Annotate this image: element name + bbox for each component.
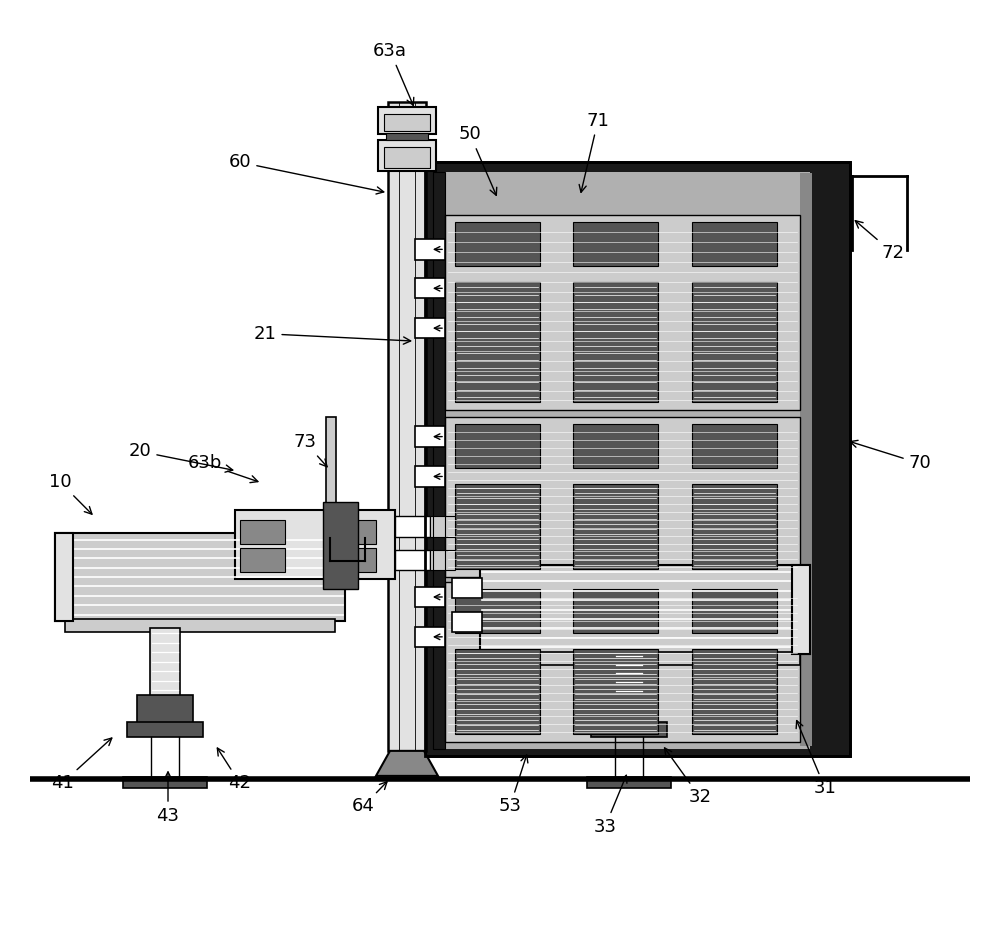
Bar [433,172,823,749]
Bar [433,172,445,749]
Bar [692,282,777,402]
Bar [455,484,540,569]
Bar [445,215,800,410]
Bar [810,172,832,749]
Bar [792,565,810,654]
Text: 53: 53 [498,755,528,816]
Bar [240,548,285,572]
Bar [430,550,455,570]
Text: 73: 73 [294,433,327,467]
Text: 60: 60 [229,153,384,194]
Bar [573,484,658,569]
Bar [452,612,482,632]
Bar [573,282,658,402]
Text: 72: 72 [855,221,904,262]
Bar [415,587,445,607]
Bar [331,548,376,572]
Bar [445,582,800,742]
Bar [127,722,203,737]
Text: 33: 33 [594,775,627,836]
Bar [692,222,777,266]
Bar [573,222,658,266]
Bar [150,628,180,697]
Bar [378,140,436,171]
Bar [573,424,658,468]
Bar [415,278,445,298]
Bar [490,652,800,665]
Bar [55,533,73,621]
Bar [425,162,850,756]
Bar [240,520,285,544]
Text: 70: 70 [850,440,931,473]
Bar [55,533,345,621]
Text: 50: 50 [459,125,497,196]
Text: 43: 43 [156,772,180,825]
Bar [425,162,850,756]
Polygon shape [376,751,438,776]
Text: 41: 41 [51,738,112,793]
Bar [692,424,777,468]
Bar [800,173,812,746]
Text: 10: 10 [49,473,92,514]
Bar [455,424,540,468]
Bar [326,417,336,542]
Bar [384,114,430,131]
Text: 31: 31 [796,720,836,797]
Bar [480,565,810,654]
Bar [455,222,540,266]
Bar [65,619,335,632]
Bar [415,239,445,260]
Text: 21: 21 [254,324,411,344]
Bar [692,589,777,633]
Bar [692,649,777,734]
Bar [137,695,193,725]
Bar [395,516,430,537]
Bar [445,417,800,577]
Text: 71: 71 [579,111,609,192]
Bar [586,777,670,788]
Bar [415,627,445,647]
Bar [614,651,644,697]
Text: 32: 32 [665,748,712,806]
Text: 20: 20 [129,442,233,472]
Text: 63a: 63a [373,42,414,106]
Bar [395,550,430,570]
Bar [430,516,455,537]
Bar [455,589,540,633]
Bar [590,722,666,737]
Text: 42: 42 [217,748,252,793]
Bar [323,502,358,589]
Bar [386,133,428,140]
Bar [415,426,445,447]
Bar [573,589,658,633]
Bar [573,649,658,734]
Bar [415,466,445,487]
Bar [455,282,540,402]
Bar [123,777,207,788]
Text: 64: 64 [352,781,387,816]
Bar [455,649,540,734]
Bar [378,107,436,134]
Text: 63b: 63b [188,454,258,483]
Bar [388,102,426,751]
Bar [235,510,395,579]
Bar [692,484,777,569]
Bar [600,695,656,725]
Bar [331,520,376,544]
Bar [384,147,430,168]
Bar [452,578,482,598]
Bar [433,172,445,749]
Bar [415,318,445,338]
